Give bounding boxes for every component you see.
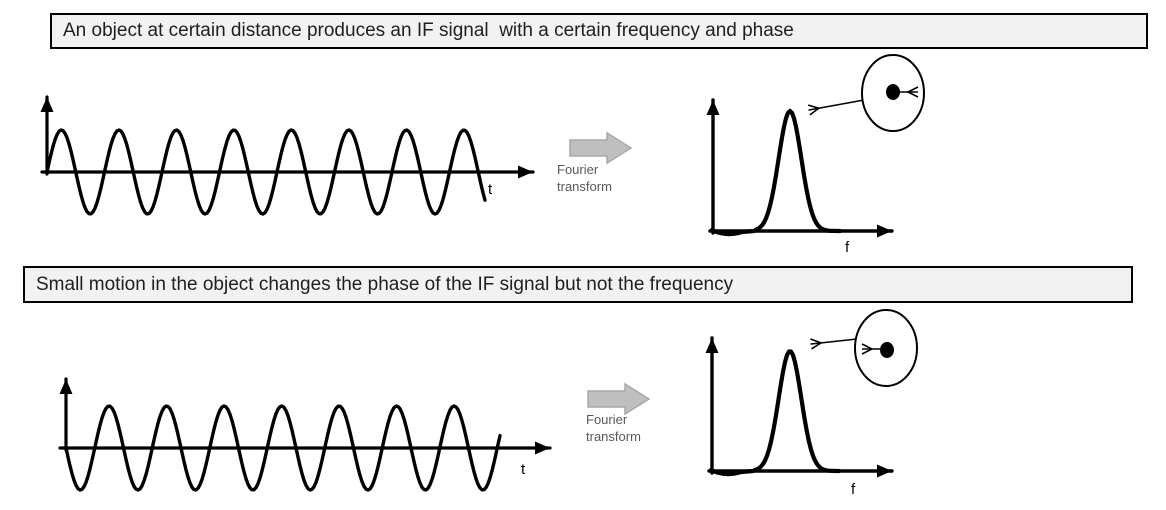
bottom-sine-wave [64,404,502,492]
top-spectrum-plot [706,98,894,238]
block-arrow-icon [569,131,633,165]
fourier-label-line1: Fourier [586,412,628,427]
banner-bottom: Small motion in the object changes the p… [23,266,1133,303]
banner-top: An object at certain distance produces a… [50,13,1148,49]
bottom-phasor-diagram [854,309,918,387]
bottom-spectrum-plot [705,336,894,478]
bottom-fourier-arrow [587,382,651,416]
block-arrow-icon [587,382,651,416]
frequency-axis-label-bottom: f [851,481,856,498]
fourier-label-line1: Fourier [557,162,599,177]
top-peak-annotation-arrow [809,99,865,110]
frequency-axis-label-top: f [845,239,850,256]
top-sine-wave [45,128,487,216]
top-signal-plot [40,95,535,216]
bottom-phasor-dot [880,342,894,358]
top-phasor-diagram [861,54,925,132]
bottom-spectrum-curve [708,349,842,477]
fourier-label-line2: transform [557,179,612,194]
top-spectrum-curve [709,108,843,237]
time-axis-label-top: t [488,181,493,198]
top-fourier-arrow [569,131,633,165]
fourier-transform-label-top: Fourier transform [557,161,612,195]
bottom-signal-plot [58,377,552,492]
fourier-transform-label-bottom: Fourier transform [586,411,641,445]
time-axis-label-bottom: t [521,461,526,478]
fourier-label-line2: transform [586,429,641,444]
bottom-peak-annotation-arrow [811,339,858,344]
